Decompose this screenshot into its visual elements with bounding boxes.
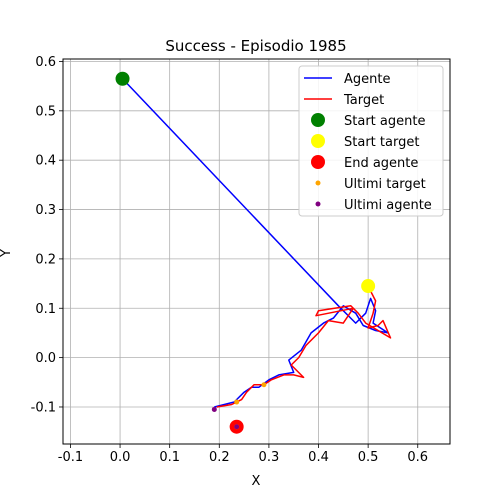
chart-title: Success - Episodio 1985	[165, 37, 346, 55]
legend-swatch-marker	[315, 201, 321, 207]
legend-label: Agente	[344, 72, 390, 87]
legend-swatch-marker	[315, 180, 321, 186]
x-tick-label: 0.2	[209, 450, 230, 465]
start-agente-marker	[115, 71, 130, 86]
ultimi-agente-point	[234, 424, 240, 430]
y-tick-label: 0.0	[35, 351, 56, 366]
x-tick-label: 0.4	[308, 450, 329, 465]
start-target-marker	[361, 279, 376, 294]
legend-label: Start agente	[344, 114, 425, 129]
legend-label: Ultimi agente	[344, 198, 432, 213]
legend: Agente Target Start agente Start target End …	[298, 65, 444, 217]
x-tick-label: 0.6	[407, 450, 428, 465]
ticks: -0.1 0.0 0.1 0.2 0.3 0.4 0.5 0.6 -0.1 0.0 0.1 0.2 0.…	[31, 55, 428, 465]
x-tick-label: 0.5	[358, 450, 379, 465]
legend-label: Target	[343, 93, 384, 108]
y-tick-label: 0.1	[35, 302, 56, 317]
legend-swatch-marker	[311, 134, 325, 148]
x-tick-label: 0.1	[159, 450, 180, 465]
legend-swatch-marker	[311, 155, 325, 169]
legend-label: Ultimi target	[344, 177, 426, 192]
legend-swatch-marker	[311, 113, 325, 127]
y-tick-label: 0.3	[35, 203, 56, 218]
ultimi-agente-point	[211, 406, 217, 412]
plot-frame	[62, 58, 451, 445]
y-axis-label: Y	[0, 249, 14, 258]
y-tick-label: 0.4	[35, 154, 56, 169]
legend-label: Start target	[344, 135, 419, 150]
ultimi-target-point	[261, 382, 267, 388]
series-line-agente	[121, 78, 389, 408]
legend-box	[298, 65, 444, 217]
y-tick-label: 0.2	[35, 252, 56, 267]
x-tick-label: 0.0	[110, 450, 131, 465]
y-tick-label: 0.6	[35, 55, 56, 70]
y-tick-label: 0.5	[35, 104, 56, 119]
plot-area	[115, 71, 392, 434]
ultimi-target-point	[234, 399, 240, 405]
y-tick-label: -0.1	[31, 400, 56, 415]
x-tick-label: 0.3	[259, 450, 280, 465]
x-axis-label: X	[252, 474, 261, 489]
legend-label: End agente	[344, 156, 418, 171]
x-tick-label: -0.1	[58, 450, 83, 465]
